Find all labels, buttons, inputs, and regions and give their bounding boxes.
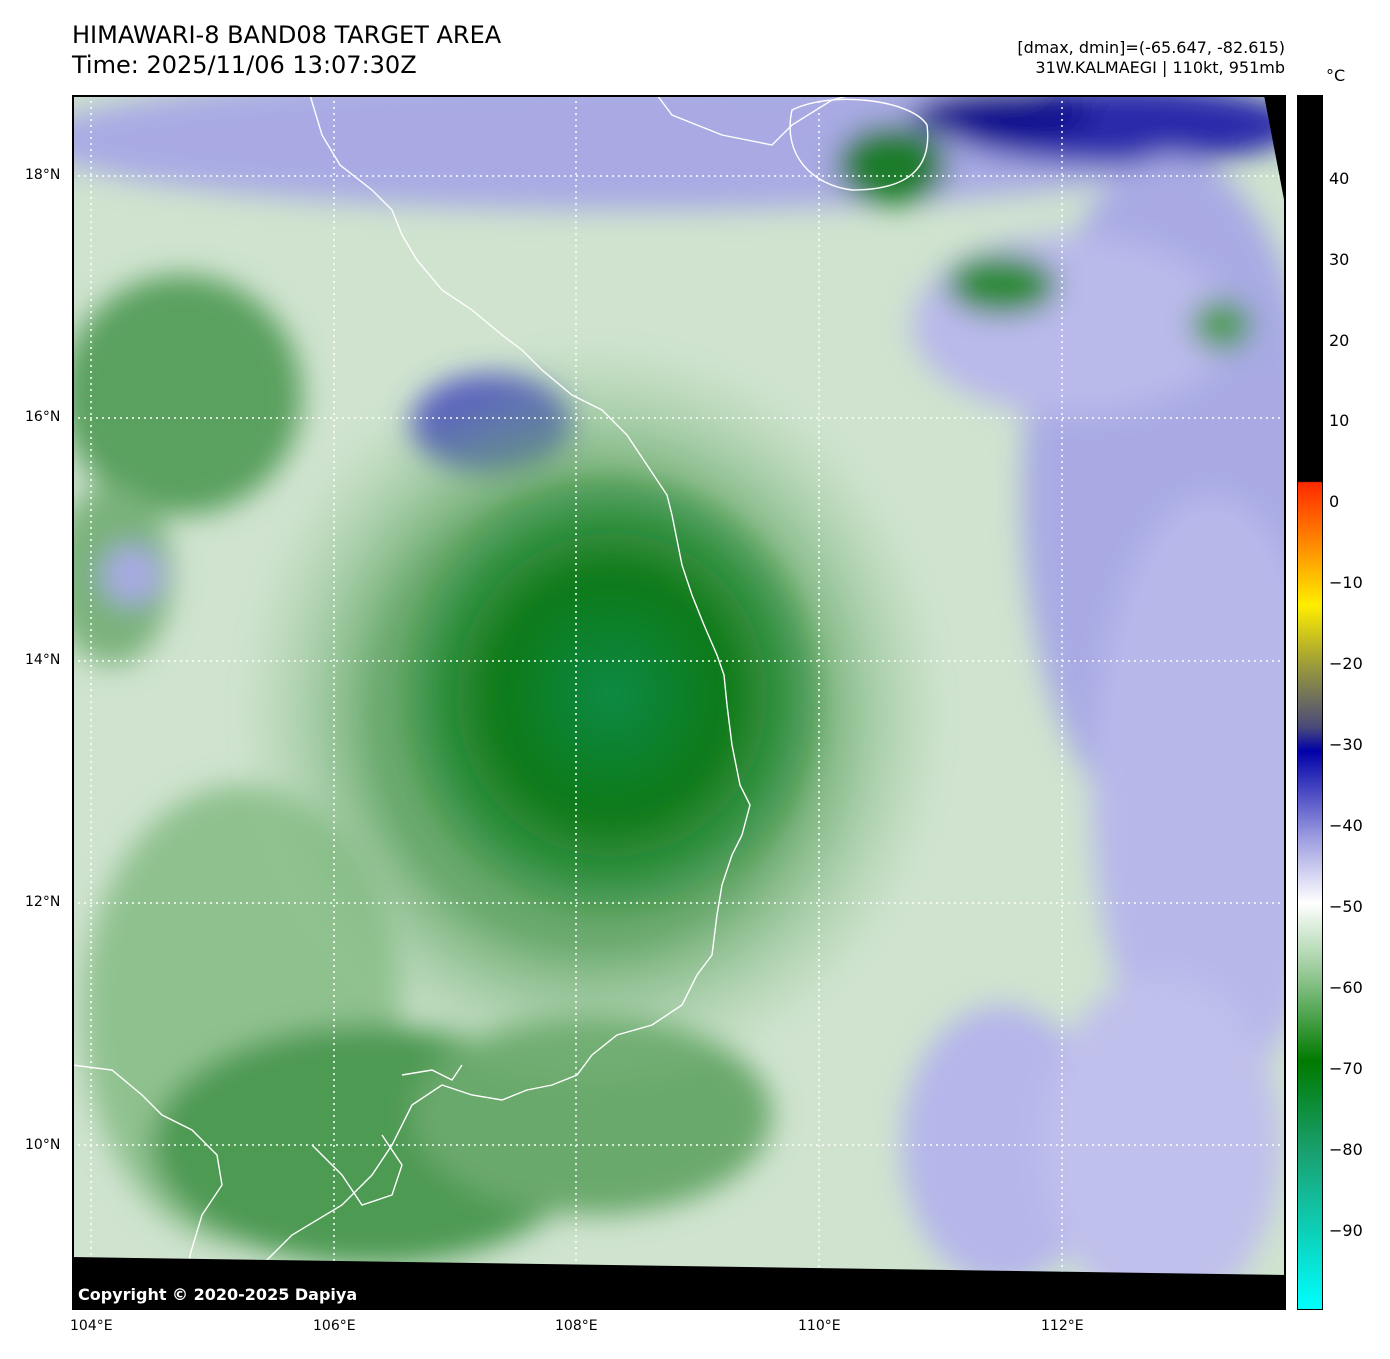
- storm-info-text: 31W.KALMAEGI | 110kt, 951mb: [1035, 58, 1285, 77]
- colorbar-tick-minus90: −90: [1329, 1221, 1363, 1240]
- title-block: HIMAWARI-8 BAND08 TARGET AREA Time: 2025…: [72, 20, 501, 80]
- colorbar-unit: °C: [1326, 66, 1346, 85]
- lat-label-10: 10°N: [25, 1137, 61, 1153]
- colorbar: [1297, 95, 1323, 1310]
- lat-lon-grid: [72, 95, 1286, 1310]
- colorbar-gradient: [1297, 95, 1323, 1310]
- colorbar-tick-30: 30: [1329, 250, 1350, 269]
- no-data-bottom: [72, 1257, 1286, 1310]
- colorbar-tick-minus20: −20: [1329, 654, 1363, 673]
- colorbar-tick-10: 10: [1329, 411, 1350, 430]
- colorbar-tick-minus70: −70: [1329, 1059, 1363, 1078]
- lat-label-16: 16°N: [25, 409, 61, 425]
- lon-label-106: 106°E: [313, 1318, 356, 1334]
- storm-core: [392, 465, 832, 925]
- colorbar-tick-minus40: −40: [1329, 816, 1363, 835]
- hainan-island: [789, 98, 929, 191]
- title-line-2: Time: 2025/11/06 13:07:30Z: [72, 51, 417, 79]
- cambodia-coast: [72, 1064, 223, 1281]
- colorbar-tick-minus60: −60: [1329, 978, 1363, 997]
- colorbar-frame: [1297, 95, 1323, 1310]
- no-data-top-right: [1264, 95, 1286, 210]
- cloud-patterns: [72, 95, 1286, 1310]
- vietnam-coast: [256, 95, 751, 1310]
- info-block: [dmax, dmin]=(-65.647, -82.615) 31W.KALM…: [1017, 38, 1285, 78]
- mekong-delta-islands: [311, 1134, 403, 1206]
- dmax-dmin-text: [dmax, dmin]=(-65.647, -82.615): [1017, 38, 1285, 57]
- colorbar-tick-minus80: −80: [1329, 1140, 1363, 1159]
- lon-label-108: 108°E: [555, 1318, 598, 1334]
- lon-label-104: 104°E: [70, 1318, 113, 1334]
- delta-distributary: [401, 1064, 463, 1081]
- coastlines: [72, 95, 929, 1310]
- colorbar-tick-minus10: −10: [1329, 573, 1363, 592]
- colorbar-tick-minus30: −30: [1329, 735, 1363, 754]
- lon-label-112: 112°E: [1041, 1318, 1084, 1334]
- lat-label-14: 14°N: [25, 652, 61, 668]
- copyright-text: Copyright © 2020-2025 Dapiya: [78, 1285, 358, 1304]
- satellite-map: [72, 95, 1286, 1310]
- colorbar-tick-40: 40: [1329, 169, 1350, 188]
- colorbar-tick-minus50: −50: [1329, 897, 1363, 916]
- map-frame: [72, 95, 1286, 1310]
- lat-label-12: 12°N: [25, 894, 61, 910]
- colorbar-tick-20: 20: [1329, 331, 1350, 350]
- lon-label-110: 110°E: [798, 1318, 841, 1334]
- lat-label-18: 18°N: [25, 167, 61, 183]
- title-line-1: HIMAWARI-8 BAND08 TARGET AREA: [72, 21, 502, 49]
- colorbar-tick-0: 0: [1329, 492, 1340, 511]
